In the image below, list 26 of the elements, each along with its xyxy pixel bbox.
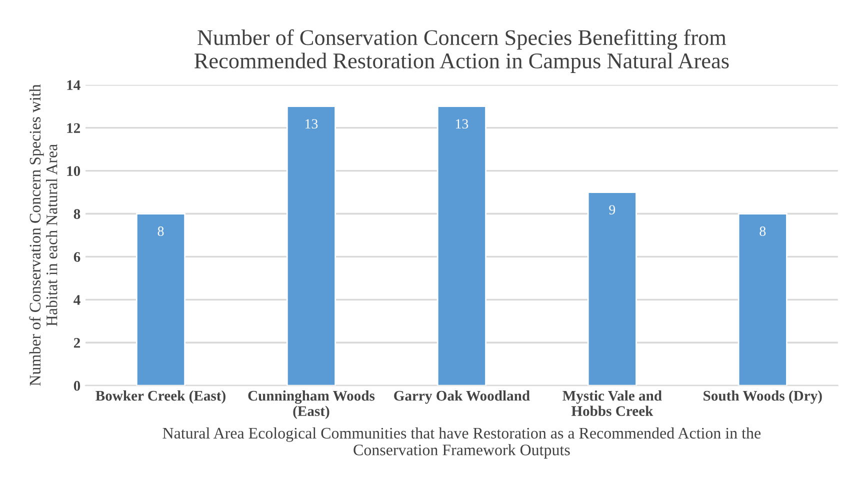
x-tick-label: Cunningham Woods (East) xyxy=(248,390,375,420)
bar xyxy=(738,213,788,386)
data-label: 13 xyxy=(456,119,468,129)
y-axis-title: Number of Conservation Concern Species with Habitat in each Natural Area xyxy=(29,84,58,386)
chart-title: Number of Conservation Concern Species Benefitting from Recommended Restoration Action in Campus Natural Areas xyxy=(194,29,729,73)
bar xyxy=(286,106,336,386)
bar xyxy=(136,213,186,386)
x-tick-label: Mystic Vale and Hobbs Creek xyxy=(562,390,662,416)
x-axis-title: Natural Area Ecological Communities that have Restoration as a Recommended Action in the Conservation Framework Outputs xyxy=(162,427,761,459)
y-tick-label: 14 xyxy=(67,80,80,90)
x-tick-label: Garry Oak Woodland xyxy=(394,390,530,404)
y-tick-label: 4 xyxy=(74,295,80,305)
bar xyxy=(436,106,486,386)
data-label: 9 xyxy=(609,205,616,214)
y-tick-label: 0 xyxy=(74,380,80,391)
y-tick-label: 2 xyxy=(74,338,80,348)
data-label: 13 xyxy=(305,119,318,129)
data-label: 8 xyxy=(760,226,766,236)
data-label: 8 xyxy=(158,226,164,236)
x-tick-label: Bowker Creek (East) xyxy=(96,390,226,404)
y-tick-label: 8 xyxy=(74,209,80,219)
y-tick-label: 10 xyxy=(67,166,80,176)
y-tick-label: 6 xyxy=(74,252,80,262)
y-tick-label: 12 xyxy=(67,123,80,133)
bar xyxy=(587,192,637,386)
x-tick-label: South Woods (Dry) xyxy=(704,390,822,404)
